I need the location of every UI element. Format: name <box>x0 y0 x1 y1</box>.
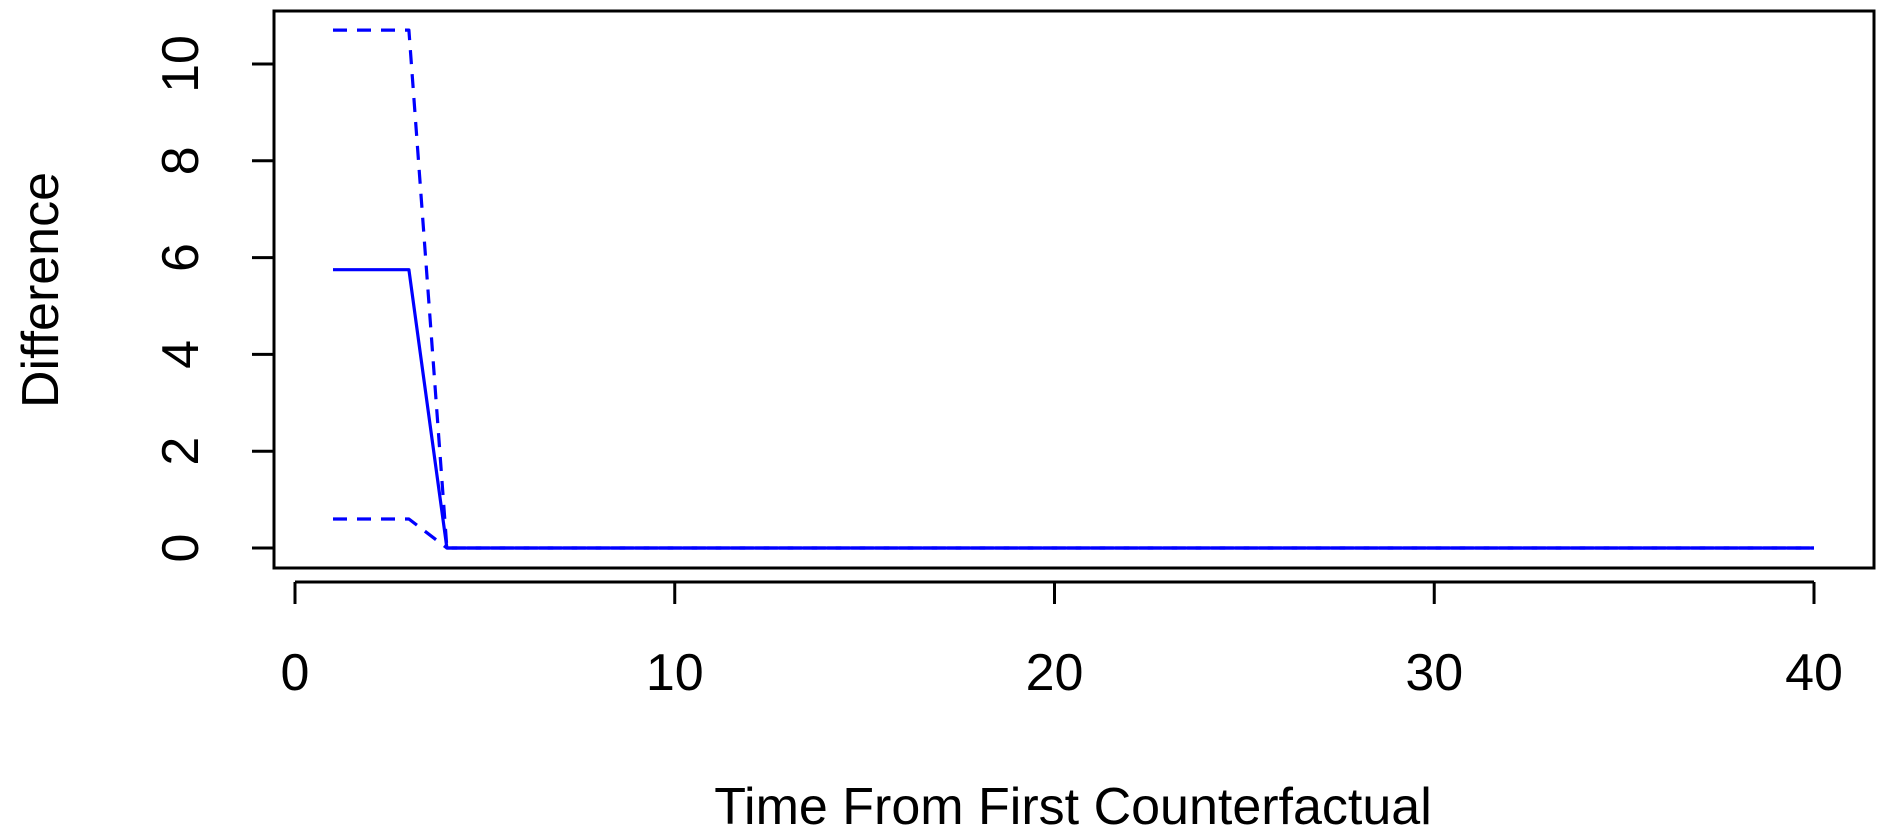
y-axis-title: Difference <box>12 172 70 408</box>
dashed-series-line <box>333 517 1814 550</box>
solid-series-line <box>333 268 1814 550</box>
series-layer <box>333 28 1814 550</box>
y-tick-label: 4 <box>152 340 210 369</box>
x-tick-label: 0 <box>281 644 310 702</box>
dashed-series-line <box>333 28 1814 550</box>
y-tick-label: 6 <box>152 243 210 272</box>
x-tick-label: 30 <box>1405 644 1463 702</box>
x-tick-label: 20 <box>1026 644 1084 702</box>
y-tick-label: 0 <box>152 534 210 563</box>
x-tick-label: 40 <box>1785 644 1843 702</box>
y-tick-label: 8 <box>152 146 210 175</box>
x-tick-label: 10 <box>646 644 704 702</box>
axis-layer: 0 10 20 30 40 0 2 4 6 8 10 <box>152 35 1843 702</box>
y-tick-label: 2 <box>152 437 210 466</box>
y-tick-label: 10 <box>152 35 210 93</box>
x-axis-title: Time From First Counterfactual <box>714 778 1432 830</box>
plot-frame <box>272 9 1876 570</box>
